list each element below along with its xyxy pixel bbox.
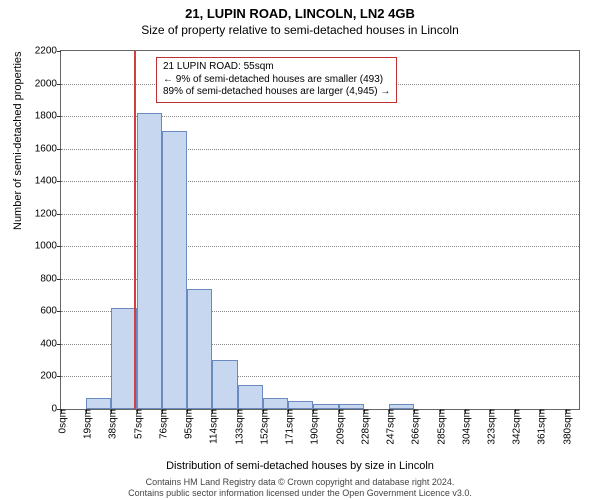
ytick-label: 1200 [35,208,61,219]
xtick-label: 19sqm [79,409,94,439]
ytick-label: 2200 [35,46,61,57]
xtick-label: 57sqm [129,409,144,439]
xtick-label: 285sqm [432,409,447,445]
footer-line2: Contains public sector information licen… [0,488,600,498]
ytick-label: 1400 [35,176,61,187]
histogram-bar [288,401,313,409]
xtick-label: 76sqm [154,409,169,439]
highlight-marker [134,51,136,409]
xtick-label: 228sqm [356,409,371,445]
chart-title-line2: Size of property relative to semi-detach… [0,21,600,37]
xtick-label: 323sqm [483,409,498,445]
ytick-label: 800 [40,273,61,284]
xtick-label: 171sqm [281,409,296,445]
xtick-label: 247sqm [382,409,397,445]
ytick-label: 400 [40,338,61,349]
xtick-label: 133sqm [230,409,245,445]
xtick-label: 380sqm [558,409,573,445]
xtick-label: 209sqm [331,409,346,445]
ytick-label: 600 [40,306,61,317]
annotation-box: 21 LUPIN ROAD: 55sqm← 9% of semi-detache… [156,57,397,103]
chart-container: 21, LUPIN ROAD, LINCOLN, LN2 4GB Size of… [0,0,600,500]
histogram-bar [238,385,263,409]
footer-line1: Contains HM Land Registry data © Crown c… [0,477,600,487]
histogram-bar [263,398,288,409]
histogram-bar [111,308,136,409]
ytick-label: 1800 [35,111,61,122]
histogram-bar [86,398,111,409]
histogram-bar [187,289,212,409]
plot-area: 0200400600800100012001400160018002000220… [60,50,580,410]
annotation-line3: 89% of semi-detached houses are larger (… [163,86,390,99]
histogram-bar [162,131,187,409]
x-axis-label: Distribution of semi-detached houses by … [0,460,600,472]
xtick-label: 266sqm [407,409,422,445]
histogram-bar [137,113,162,409]
xtick-label: 38sqm [104,409,119,439]
xtick-label: 95sqm [180,409,195,439]
ytick-label: 1000 [35,241,61,252]
xtick-label: 304sqm [457,409,472,445]
ytick-label: 2000 [35,78,61,89]
ytick-label: 200 [40,371,61,382]
xtick-label: 152sqm [255,409,270,445]
chart-title-line1: 21, LUPIN ROAD, LINCOLN, LN2 4GB [0,0,600,21]
xtick-label: 0sqm [54,409,69,433]
xtick-label: 361sqm [533,409,548,445]
annotation-line2: ← 9% of semi-detached houses are smaller… [163,74,390,87]
xtick-label: 342sqm [508,409,523,445]
xtick-label: 114sqm [205,409,220,444]
footer-attribution: Contains HM Land Registry data © Crown c… [0,477,600,498]
annotation-line1: 21 LUPIN ROAD: 55sqm [163,61,390,74]
y-axis-label: Number of semi-detached properties [12,51,24,230]
xtick-label: 190sqm [306,409,321,445]
ytick-label: 1600 [35,143,61,154]
histogram-bar [212,360,237,409]
